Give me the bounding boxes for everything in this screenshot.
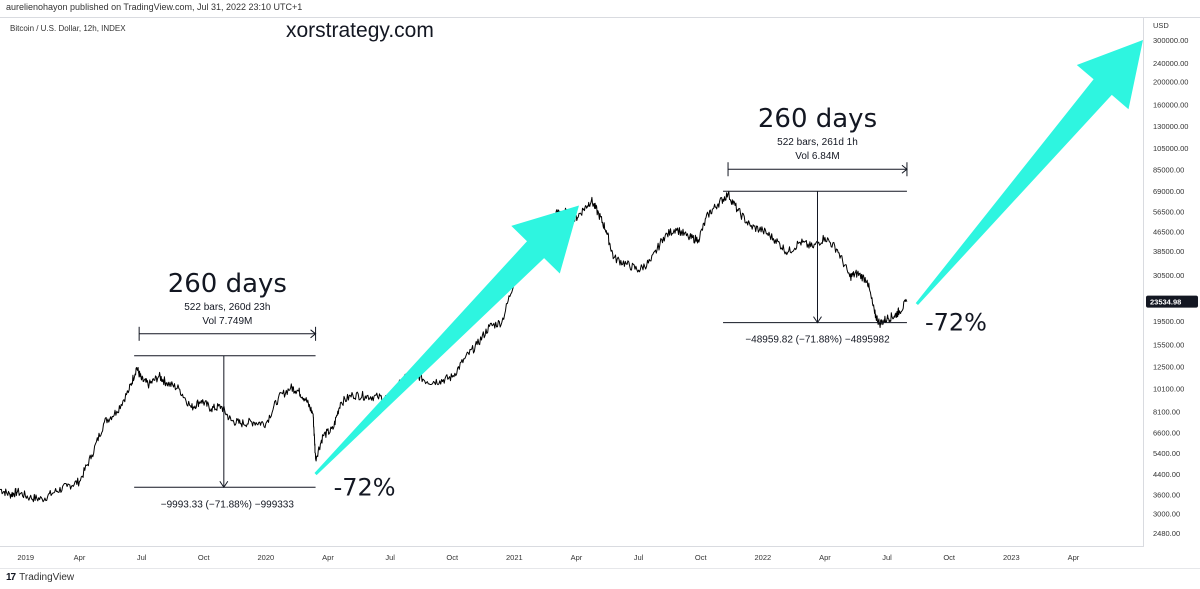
y-tick-label: 12500.00 — [1153, 363, 1184, 372]
tradingview-logo-text: TradingView — [19, 572, 75, 583]
drop-percent-label: -72% — [925, 309, 987, 337]
x-tick-label: Apr — [74, 553, 86, 562]
current-price-label: 23534.98 — [1150, 298, 1181, 307]
y-tick-label: 15500.00 — [1153, 341, 1184, 350]
measure-annotations: 260 days 522 bars, 260d 23h Vol 7.749M −999… — [134, 104, 987, 510]
tradingview-logo-icon: 17 — [6, 572, 16, 583]
header-divider — [0, 17, 1200, 18]
x-tick-label: Jul — [137, 553, 147, 562]
measure-annotation-1: 260 days 522 bars, 260d 23h Vol 7.749M −999… — [134, 269, 396, 510]
x-tick-label: 2021 — [506, 553, 523, 562]
x-tick-label: Apr — [322, 553, 334, 562]
x-tick-label: 2020 — [258, 553, 275, 562]
y-tick-label: 38500.00 — [1153, 247, 1184, 256]
y-tick-label: 3000.00 — [1153, 509, 1180, 518]
measure-annotation-2: 260 days 522 bars, 261d 1h Vol 6.84M −48959… — [723, 104, 987, 346]
time-axis[interactable] — [0, 546, 1144, 569]
price-line — [0, 190, 908, 503]
y-tick-label: 3600.00 — [1153, 491, 1180, 500]
x-tick-label: 2019 — [17, 553, 34, 562]
current-price-tag-bg — [1146, 295, 1198, 308]
y-tick-label: 6600.00 — [1153, 428, 1180, 437]
x-tick-labels: 2019 Apr Jul Oct 2020 Apr Jul Oct 2021 Apr Jul Oct 2… — [17, 553, 1079, 562]
price-series — [0, 190, 908, 503]
y-tick-label: 160000.00 — [1153, 101, 1188, 110]
bars-label: 522 bars, 260d 23h — [184, 302, 270, 313]
y-tick-label: 46500.00 — [1153, 228, 1184, 237]
y-tick-label: 19500.00 — [1153, 317, 1184, 326]
y-tick-label: 30500.00 — [1153, 271, 1184, 280]
symbol-title: Bitcoin / U.S. Dollar, 12h, INDEX — [10, 24, 126, 33]
range-ruler-arrowhead — [310, 329, 317, 339]
current-price-tag: 23534.98 — [1146, 295, 1198, 308]
duration-title: 260 days — [758, 104, 877, 134]
trend-arrow-2 — [915, 40, 1143, 305]
y-tick-label: 69000.00 — [1153, 187, 1184, 196]
range-ruler-arrowhead — [901, 164, 908, 174]
x-tick-label: Oct — [695, 553, 708, 562]
publisher-line: aurelienohayon published on TradingView.… — [6, 2, 303, 12]
y-tick-label: 240000.00 — [1153, 59, 1188, 68]
x-tick-label: Oct — [198, 553, 211, 562]
y-tick-label: 56500.00 — [1153, 208, 1184, 217]
y-tick-label: 10100.00 — [1153, 385, 1184, 394]
y-tick-label: 2480.00 — [1153, 529, 1180, 538]
x-tick-label: Apr — [1068, 553, 1080, 562]
x-tick-label: 2023 — [1003, 553, 1020, 562]
x-tick-label: Jul — [385, 553, 395, 562]
change-label: −48959.82 (−71.88%) −4895982 — [745, 335, 890, 346]
x-tick-label: Apr — [571, 553, 583, 562]
volume-label: Vol 7.749M — [202, 316, 252, 327]
y-tick-label: 85000.00 — [1153, 166, 1184, 175]
duration-title: 260 days — [168, 269, 287, 299]
footer-bar — [0, 568, 1200, 589]
price-axis[interactable] — [1143, 18, 1200, 546]
trend-arrows — [314, 40, 1143, 476]
watermark: xorstrategy.com — [286, 19, 434, 42]
bars-label: 522 bars, 261d 1h — [777, 137, 858, 148]
x-tick-label: Jul — [634, 553, 644, 562]
y-tick-label: 130000.00 — [1153, 122, 1188, 131]
y-tick-label: 4400.00 — [1153, 470, 1180, 479]
x-tick-label: Oct — [943, 553, 956, 562]
y-tick-label: 300000.00 — [1153, 36, 1188, 45]
x-tick-label: Apr — [819, 553, 831, 562]
y-axis-unit-label: USD — [1153, 21, 1169, 30]
y-tick-label: 200000.00 — [1153, 78, 1188, 87]
x-tick-label: 2022 — [754, 553, 771, 562]
change-label: −9993.33 (−71.88%) −999333 — [161, 499, 295, 510]
x-tick-label: Oct — [446, 553, 459, 562]
volume-label: Vol 6.84M — [795, 151, 839, 162]
y-tick-label: 8100.00 — [1153, 407, 1180, 416]
trend-arrow-1 — [314, 205, 579, 476]
y-tick-label: 105000.00 — [1153, 144, 1188, 153]
x-tick-label: Jul — [882, 553, 892, 562]
drop-percent-label: -72% — [334, 473, 396, 501]
tradingview-logo[interactable]: 17 TradingView — [6, 572, 74, 583]
y-tick-label: 5400.00 — [1153, 449, 1180, 458]
drop-arrowhead — [813, 316, 822, 324]
drop-arrowhead — [219, 480, 229, 489]
y-tick-labels: 2480.00 3000.00 3600.00 4400.00 5400.00 6600.… — [1153, 21, 1188, 538]
